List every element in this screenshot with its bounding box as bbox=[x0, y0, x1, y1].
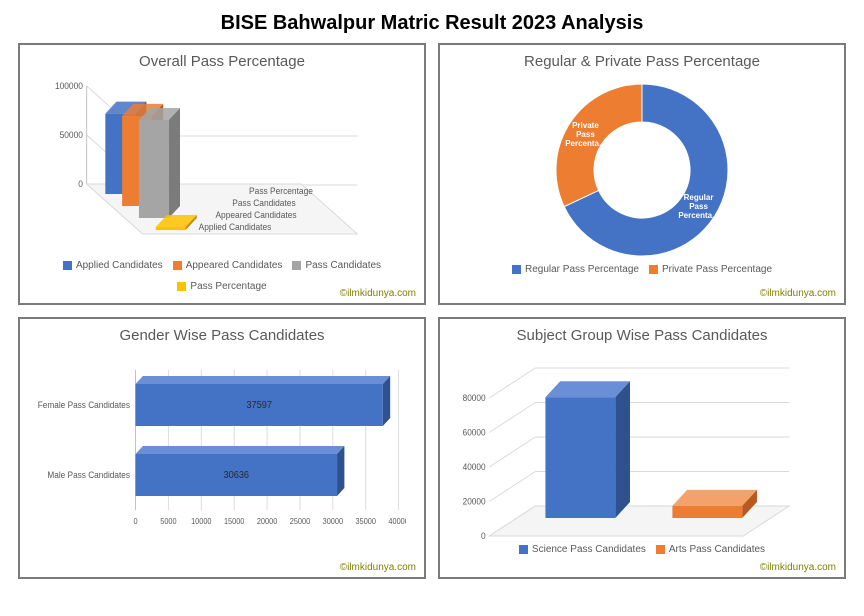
svg-text:Male Pass Candidates: Male Pass Candidates bbox=[47, 470, 130, 480]
legend-item: Applied Candidates bbox=[63, 260, 163, 271]
svg-text:10000: 10000 bbox=[191, 517, 211, 526]
legend-item: Pass Candidates bbox=[292, 260, 381, 271]
panel-reg-priv: Regular & Private Pass Percentage Regula… bbox=[438, 43, 846, 305]
chart-grid: Overall Pass Percentage bbox=[0, 43, 864, 591]
legend-item: Pass Percentage bbox=[177, 281, 266, 292]
svg-text:0: 0 bbox=[78, 179, 83, 189]
panel-gender: Gender Wise Pass Candidates 37597 30636 0… bbox=[18, 317, 426, 579]
watermark: ©ilmkidunya.com bbox=[760, 288, 836, 299]
legend-item: Private Pass Percentage bbox=[649, 264, 772, 275]
subject-chart: 0 20000 40000 60000 80000 bbox=[458, 350, 826, 540]
svg-text:37597: 37597 bbox=[246, 400, 272, 411]
panel-title-gender: Gender Wise Pass Candidates bbox=[30, 327, 414, 344]
subject-bar-0 bbox=[545, 397, 615, 518]
donut-chart: RegularPassPercenta...PrivatePassPercent… bbox=[450, 76, 834, 260]
svg-text:20000: 20000 bbox=[463, 496, 486, 506]
subject-bar-1 bbox=[672, 506, 742, 518]
legend-item: Arts Pass Candidates bbox=[656, 544, 765, 555]
panel-overall: Overall Pass Percentage bbox=[18, 43, 426, 305]
bar-3 bbox=[156, 227, 186, 230]
svg-text:30000: 30000 bbox=[323, 517, 343, 526]
legend-item: Regular Pass Percentage bbox=[512, 264, 639, 275]
panel-title-reg-priv: Regular & Private Pass Percentage bbox=[450, 53, 834, 70]
svg-text:Pass Percentage: Pass Percentage bbox=[249, 186, 313, 196]
svg-text:35000: 35000 bbox=[356, 517, 376, 526]
svg-text:40000: 40000 bbox=[463, 462, 486, 472]
svg-text:0: 0 bbox=[481, 531, 486, 540]
legend-item: Appeared Candidates bbox=[173, 260, 283, 271]
svg-text:60000: 60000 bbox=[463, 427, 486, 437]
svg-text:50000: 50000 bbox=[60, 130, 83, 140]
watermark: ©ilmkidunya.com bbox=[340, 562, 416, 573]
gender-chart: 37597 30636 0 5000 10000 15000 20000 25000 3000… bbox=[38, 350, 406, 540]
svg-text:80000: 80000 bbox=[463, 393, 486, 403]
legend-item: Science Pass Candidates bbox=[519, 544, 646, 555]
panel-title-overall: Overall Pass Percentage bbox=[30, 53, 414, 70]
reg-priv-legend: Regular Pass Percentage Private Pass Perc… bbox=[450, 264, 834, 275]
svg-text:Applied Candidates: Applied Candidates bbox=[199, 222, 272, 232]
panel-title-subject: Subject Group Wise Pass Candidates bbox=[450, 327, 834, 344]
svg-text:Appeared Candidates: Appeared Candidates bbox=[215, 210, 297, 220]
main-title: BISE Bahwalpur Matric Result 2023 Analys… bbox=[0, 0, 864, 43]
svg-text:Female Pass Candidates: Female Pass Candidates bbox=[38, 400, 130, 410]
svg-text:100000: 100000 bbox=[55, 81, 83, 91]
svg-text:25000: 25000 bbox=[290, 517, 310, 526]
svg-text:5000: 5000 bbox=[160, 517, 176, 526]
subject-legend: Science Pass Candidates Arts Pass Candida… bbox=[450, 544, 834, 555]
svg-text:30636: 30636 bbox=[224, 470, 250, 481]
watermark: ©ilmkidunya.com bbox=[340, 288, 416, 299]
overall-chart: Applied Candidates Appeared Candidates Pas… bbox=[40, 76, 404, 256]
svg-text:20000: 20000 bbox=[257, 517, 277, 526]
bar-2 bbox=[139, 120, 169, 218]
watermark: ©ilmkidunya.com bbox=[760, 562, 836, 573]
svg-text:40000: 40000 bbox=[388, 517, 406, 526]
svg-text:0: 0 bbox=[133, 517, 137, 526]
svg-text:15000: 15000 bbox=[224, 517, 244, 526]
svg-text:Pass Candidates: Pass Candidates bbox=[232, 198, 296, 208]
panel-subject: Subject Group Wise Pass Candidates 0 2000… bbox=[438, 317, 846, 579]
